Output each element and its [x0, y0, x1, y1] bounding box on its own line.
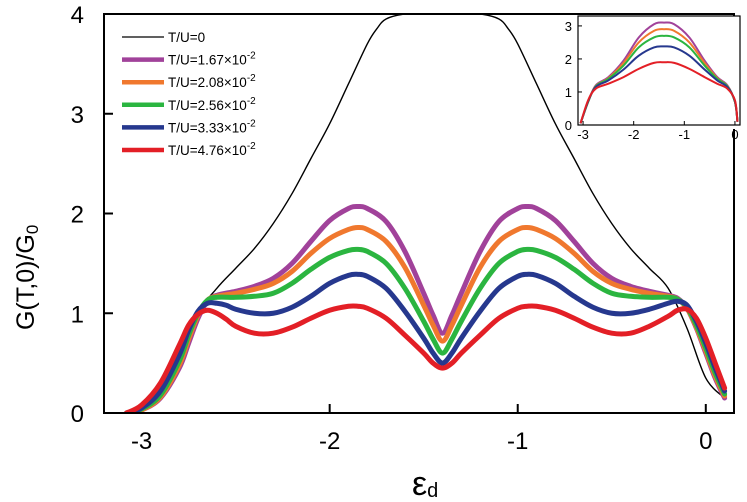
inset-axes-frame [577, 15, 741, 126]
inset-y-tick-label: 1 [565, 85, 572, 100]
inset-frame [574, 16, 742, 129]
inset-series-line [579, 61, 739, 124]
inset-y-tick-label: 2 [565, 52, 572, 67]
inset-series-group [579, 21, 739, 124]
series-line-T/U=0 [140, 15, 726, 409]
legend-label: T/U=0 [168, 30, 205, 45]
main-series-group [124, 15, 728, 412]
legend-label: T/U=4.76×10-2 [168, 141, 256, 158]
y-tick-label: 0 [71, 401, 84, 428]
inset-y-tick-label: 0 [565, 118, 572, 133]
series-line-T/U=2.56e-2 [124, 246, 728, 412]
inset-ticks: -3 -2 -1 0 0 1 2 3 [565, 19, 739, 142]
legend-label: T/U=3.33×10-2 [168, 118, 256, 135]
y-tick-label: 4 [71, 2, 84, 29]
inset-x-tick-label: -3 [577, 127, 589, 142]
legend: T/U=0 T/U=1.67×10-2 T/U=2.08×10-2 T/U=2.56×… [122, 30, 256, 158]
inset-series-line [579, 45, 739, 124]
y-tick-label: 3 [71, 102, 84, 129]
inset-x-tick-label: -1 [679, 127, 691, 142]
y-tick-label: 2 [71, 202, 84, 229]
x-tick-label: -1 [507, 428, 528, 455]
series-line-T/U=3.33e-2 [124, 271, 728, 412]
y-axis-title: G(T,0)/G0 [12, 225, 42, 330]
inset-x-tick-label: -2 [628, 127, 640, 142]
main-ticks: -3 -2 -1 0 0 1 2 3 4 [71, 2, 713, 455]
legend-label: T/U=2.56×10-2 [168, 96, 256, 113]
x-tick-label: -3 [131, 428, 152, 455]
x-axis-title: εd [412, 465, 438, 502]
legend-label: T/U=1.67×10-2 [168, 51, 256, 68]
inset-y-tick-label: 3 [565, 19, 572, 34]
legend-label: T/U=2.08×10-2 [168, 73, 256, 90]
x-tick-label: 0 [699, 428, 712, 455]
series-line-T/U=4.76e-2 [124, 303, 728, 412]
x-tick-label: -2 [319, 428, 340, 455]
inset-x-tick-label: 0 [731, 127, 738, 142]
y-tick-label: 1 [71, 301, 84, 328]
